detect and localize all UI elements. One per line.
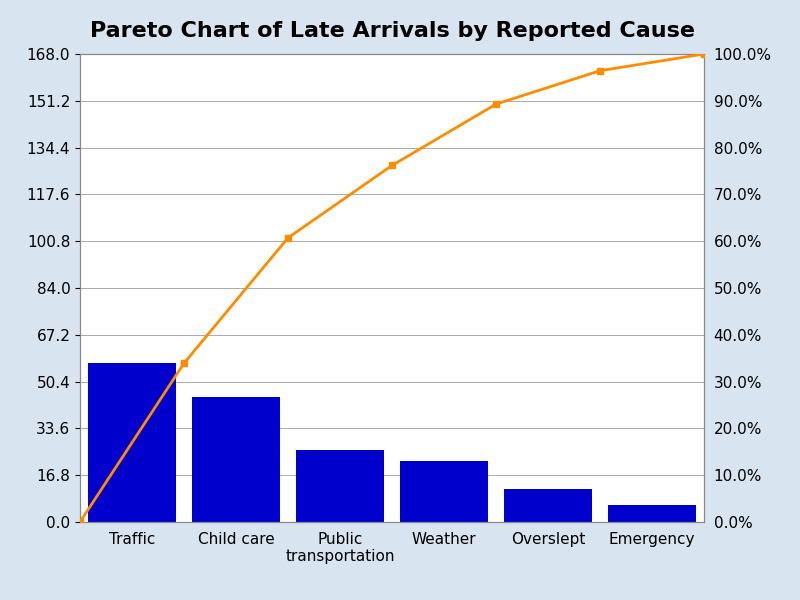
Bar — [192, 397, 280, 522]
Bar — [400, 461, 488, 522]
Bar — [88, 363, 176, 522]
Bar — [296, 449, 384, 522]
Bar — [504, 488, 592, 522]
Bar — [608, 505, 696, 522]
Title: Pareto Chart of Late Arrivals by Reported Cause: Pareto Chart of Late Arrivals by Reporte… — [90, 22, 694, 41]
